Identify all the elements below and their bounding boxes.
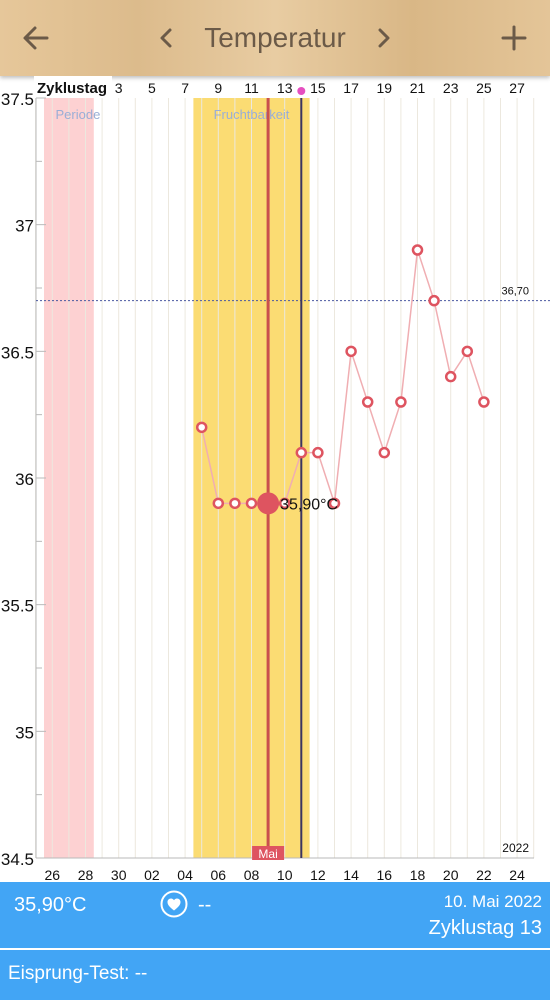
temperature-point[interactable] (378, 446, 391, 459)
ovulation-test-bar[interactable]: Eisprung-Test: -- (0, 950, 550, 1000)
temperature-point[interactable] (345, 345, 357, 358)
bottom-tick-label: 10 (277, 867, 293, 880)
y-tick-label: 35.5 (1, 597, 34, 616)
bottom-tick-label: 26 (45, 867, 61, 880)
top-tick-label: 23 (443, 80, 459, 96)
top-tick-label: 3 (115, 80, 123, 96)
top-tick-label: 25 (476, 80, 492, 96)
top-tick-label: 27 (509, 80, 525, 96)
chevron-right-icon (378, 28, 390, 48)
ovulation-test-label: Eisprung-Test: -- (8, 963, 148, 984)
bottom-tick-label: 08 (244, 867, 260, 880)
top-tick-label: 17 (343, 80, 359, 96)
top-axis-label-bg (34, 76, 112, 97)
bottom-tick-label: 30 (111, 867, 127, 880)
temperature-point[interactable] (278, 497, 291, 510)
bottom-tick-label: 12 (310, 867, 326, 880)
temperature-point[interactable] (229, 497, 241, 510)
bottom-tick-label: 18 (410, 867, 426, 880)
temperature-point[interactable] (312, 446, 324, 459)
day-info-bar[interactable]: 35,90°C -- 10. Mai 2022 Zyklustag 13 (0, 882, 550, 948)
top-tick-label: 9 (214, 80, 222, 96)
top-tick-label: 21 (410, 80, 426, 96)
temperature-value: 35,90°C (14, 894, 87, 916)
plus-icon (501, 25, 527, 51)
temperature-point[interactable] (395, 396, 407, 408)
temperature-point[interactable] (245, 497, 258, 510)
bottom-tick-label: 06 (211, 867, 227, 880)
bottom-tick-label: 28 (78, 867, 94, 880)
temperature-point[interactable] (195, 421, 208, 434)
month-label: Mai (258, 847, 277, 861)
add-button[interactable] (486, 0, 542, 76)
top-tick-label: 15 (310, 80, 326, 96)
threshold-label: 36,70 (501, 286, 529, 298)
top-bar: Temperatur (0, 0, 550, 76)
page-title: Temperatur (204, 22, 346, 53)
date-label: 10. Mai 2022 (443, 892, 542, 911)
top-tick-label: 5 (148, 80, 156, 96)
bottom-tick-label: 16 (377, 867, 393, 880)
temperature-point[interactable] (411, 244, 424, 256)
bottom-tick-label: 20 (443, 867, 459, 880)
temperature-point[interactable] (212, 497, 225, 510)
y-tick-label: 36 (15, 470, 34, 489)
temperature-point[interactable] (461, 345, 474, 358)
bottom-tick-label: 02 (144, 867, 160, 880)
back-button[interactable] (8, 0, 64, 76)
lh-value: -- (198, 894, 212, 916)
temperature-point[interactable] (361, 396, 374, 408)
top-axis-label: Zyklustag (37, 80, 107, 97)
period-label: Periode (55, 107, 100, 122)
previous-button[interactable] (150, 0, 182, 76)
ovulation-marker (297, 87, 306, 95)
top-tick-label: 19 (377, 80, 393, 96)
bottom-tick-label: 22 (476, 867, 492, 880)
top-tick-label: 7 (181, 80, 189, 96)
temperature-point[interactable] (295, 446, 308, 459)
bottom-tick-label: 04 (177, 867, 193, 880)
top-tick-label: 11 (244, 80, 259, 96)
year-label: 2022 (502, 841, 529, 855)
fertile-label: Fruchtbarkeit (214, 107, 290, 122)
selected-point[interactable] (257, 492, 280, 515)
y-tick-label: 35 (15, 723, 34, 742)
top-tick-label: 13 (277, 80, 293, 96)
temperature-point[interactable] (428, 294, 440, 307)
temperature-point[interactable] (478, 396, 490, 408)
temperature-point[interactable] (444, 370, 457, 383)
y-tick-label: 36.5 (1, 343, 34, 362)
bottom-tick-label: 14 (343, 867, 359, 880)
y-tick-label: 37 (15, 217, 34, 236)
month-tag (252, 846, 285, 860)
bottom-tick-label: 24 (509, 867, 525, 880)
cycle-day-label: Zyklustag 13 (428, 917, 542, 939)
chevron-left-icon (160, 28, 172, 48)
temperature-point[interactable] (328, 497, 341, 510)
selected-value-label: 35,90°C (280, 496, 338, 513)
arrow-left-icon (23, 26, 49, 50)
y-tick-label: 34.5 (1, 850, 34, 869)
next-button[interactable] (368, 0, 400, 76)
y-tick-label: 37.5 (1, 90, 34, 109)
heart-icon[interactable] (160, 890, 188, 918)
